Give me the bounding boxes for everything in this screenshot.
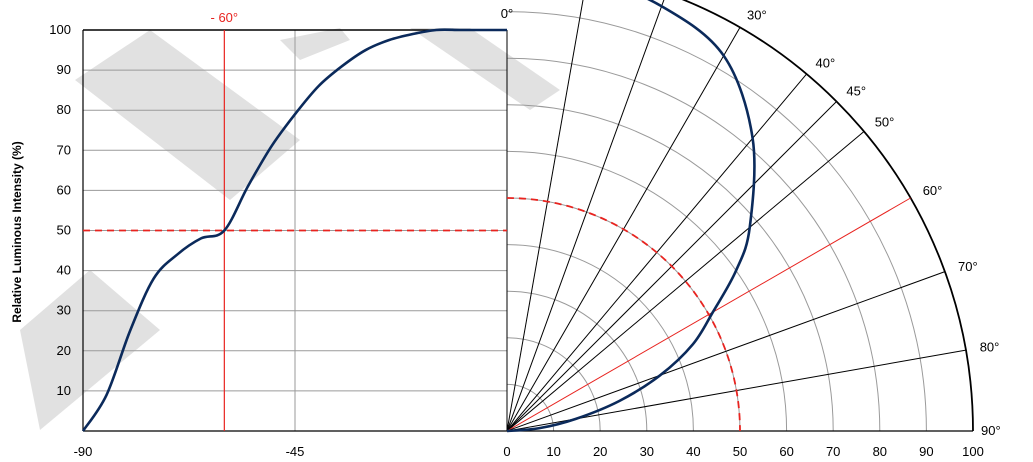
watermark-shape <box>20 270 160 430</box>
angle-label: 40° <box>816 55 836 70</box>
y-tick-label: 100 <box>49 22 71 37</box>
angle-label: 50° <box>875 114 895 129</box>
angle-spoke <box>506 0 665 432</box>
x-tick-label: 0 <box>503 444 510 459</box>
angle-spoke <box>506 131 865 432</box>
angle-label: 0° <box>501 6 513 21</box>
angle-label: 60° <box>923 183 943 198</box>
y-axis-label: Relative Luminous Intensity (%) <box>10 141 24 322</box>
y-tick-label: 90 <box>57 62 71 77</box>
r-tick-label: 90 <box>919 444 933 459</box>
highlight-arc <box>506 197 741 432</box>
angle-label: 70° <box>958 259 978 274</box>
angle-label: 45° <box>846 84 866 99</box>
r-tick-label: 30 <box>640 444 654 459</box>
y-tick-label: 40 <box>57 263 71 278</box>
angle-label: 80° <box>980 340 1000 355</box>
left-intensity-curve <box>81 28 507 432</box>
y-tick-label: 20 <box>57 343 71 358</box>
y-tick-label: 70 <box>57 142 71 157</box>
curves <box>81 0 756 433</box>
r-tick-label: 40 <box>686 444 700 459</box>
x-tick-label: -90 <box>74 444 93 459</box>
r-tick-label: 10 <box>546 444 560 459</box>
r-tick-label: 80 <box>873 444 887 459</box>
right-grid <box>506 0 974 432</box>
r-tick-label: 20 <box>593 444 607 459</box>
angle-label: 30° <box>747 7 767 22</box>
y-tick-label: 60 <box>57 182 71 197</box>
angle-spoke <box>506 271 946 432</box>
r-tick-label: 100 <box>962 444 984 459</box>
r-tick-label: 60 <box>779 444 793 459</box>
watermark-shape <box>75 30 300 200</box>
y-tick-label: 80 <box>57 102 71 117</box>
y-tick-label: 10 <box>57 383 71 398</box>
watermark-shape <box>410 28 560 110</box>
watermark-shape <box>280 28 350 60</box>
polar-intensity-curve <box>506 0 756 433</box>
x-tick-label: -45 <box>286 444 305 459</box>
r-tick-label: 50 <box>733 444 747 459</box>
marker-angle-label: - 60° <box>211 10 239 25</box>
ticks: 10 20 30 40 50 60 70 80 90 100 -90 -45 0 10 20 30 40 50 60… <box>49 6 1001 459</box>
r-tick-label: 70 <box>826 444 840 459</box>
angle-label: 90° <box>981 423 1001 438</box>
y-tick-label: 30 <box>57 303 71 318</box>
watermark <box>20 28 560 430</box>
y-tick-label: 50 <box>57 223 71 238</box>
